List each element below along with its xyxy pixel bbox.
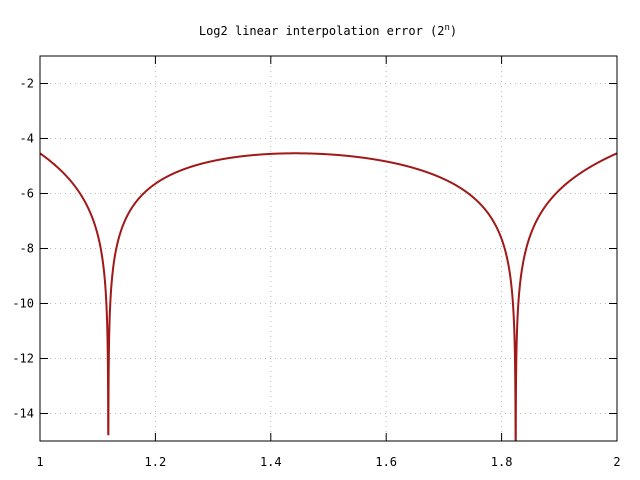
series <box>40 152 617 441</box>
ticks: -2 -4 -6 -8 -10 -12 -14 1 1.2 1.4 1.6 1.8 2 <box>12 56 621 469</box>
grid <box>40 56 617 441</box>
plot-border <box>39 55 618 442</box>
x-tick-label: 1 <box>36 455 43 469</box>
x-tick-label: 1.2 <box>145 455 167 469</box>
y-tick-label: -12 <box>12 352 34 366</box>
x-tick-label: 2 <box>613 455 620 469</box>
x-tick-label: 1.6 <box>375 455 397 469</box>
x-tick-label: 1.8 <box>491 455 513 469</box>
x-tick-label: 1.4 <box>260 455 282 469</box>
y-tick-label: -4 <box>20 132 34 146</box>
y-tick-label: -2 <box>20 77 34 91</box>
y-tick-label: -8 <box>20 242 34 256</box>
y-tick-label: -6 <box>20 187 34 201</box>
chart-title: Log2 linear interpolation error (2n) <box>199 23 457 38</box>
y-tick-label: -10 <box>12 297 34 311</box>
series-line <box>40 152 617 441</box>
title-superscript: n <box>444 23 449 33</box>
y-tick-label: -14 <box>12 407 34 421</box>
